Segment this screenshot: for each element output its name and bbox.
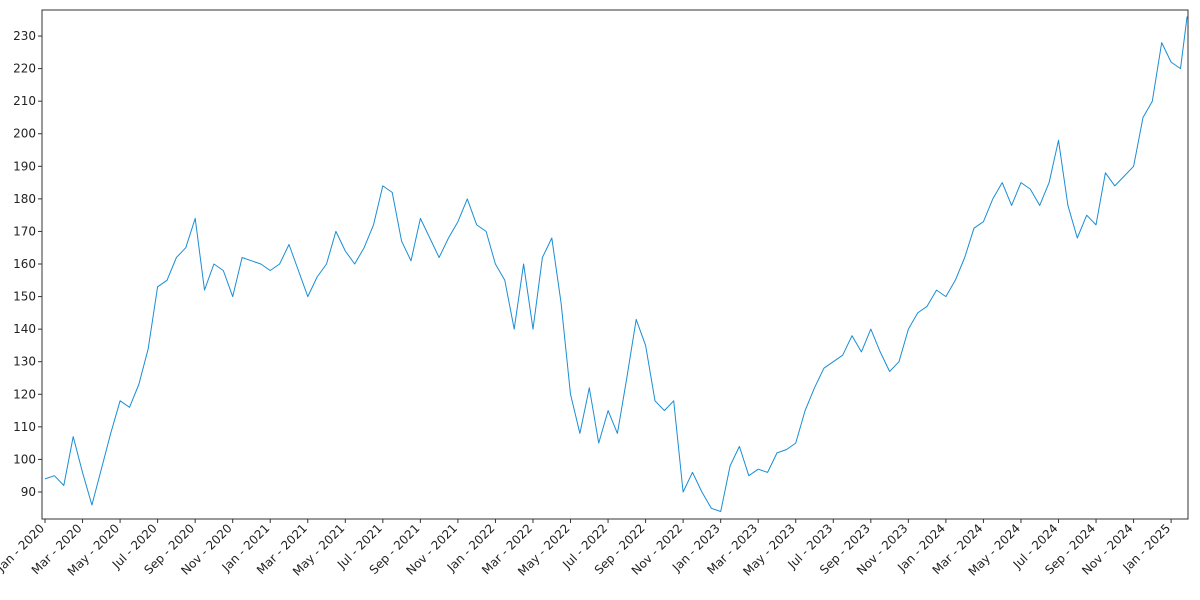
y-tick-label: 170 bbox=[13, 224, 36, 238]
y-tick-label: 210 bbox=[13, 94, 36, 108]
y-tick-label: 90 bbox=[21, 485, 36, 499]
y-tick-label: 160 bbox=[13, 257, 36, 271]
y-tick-label: 100 bbox=[13, 452, 36, 466]
y-tick-label: 220 bbox=[13, 62, 36, 76]
y-tick-label: 110 bbox=[13, 420, 36, 434]
y-tick-label: 190 bbox=[13, 159, 36, 173]
price-line bbox=[44, 16, 1188, 512]
y-tick-label: 140 bbox=[13, 322, 36, 336]
y-tick-label: 120 bbox=[13, 387, 36, 401]
y-tick-label: 230 bbox=[13, 29, 36, 43]
y-tick-label: 130 bbox=[13, 355, 36, 369]
y-tick-label: 180 bbox=[13, 192, 36, 206]
y-tick-label: 200 bbox=[13, 127, 36, 141]
y-tick-label: 150 bbox=[13, 290, 36, 304]
